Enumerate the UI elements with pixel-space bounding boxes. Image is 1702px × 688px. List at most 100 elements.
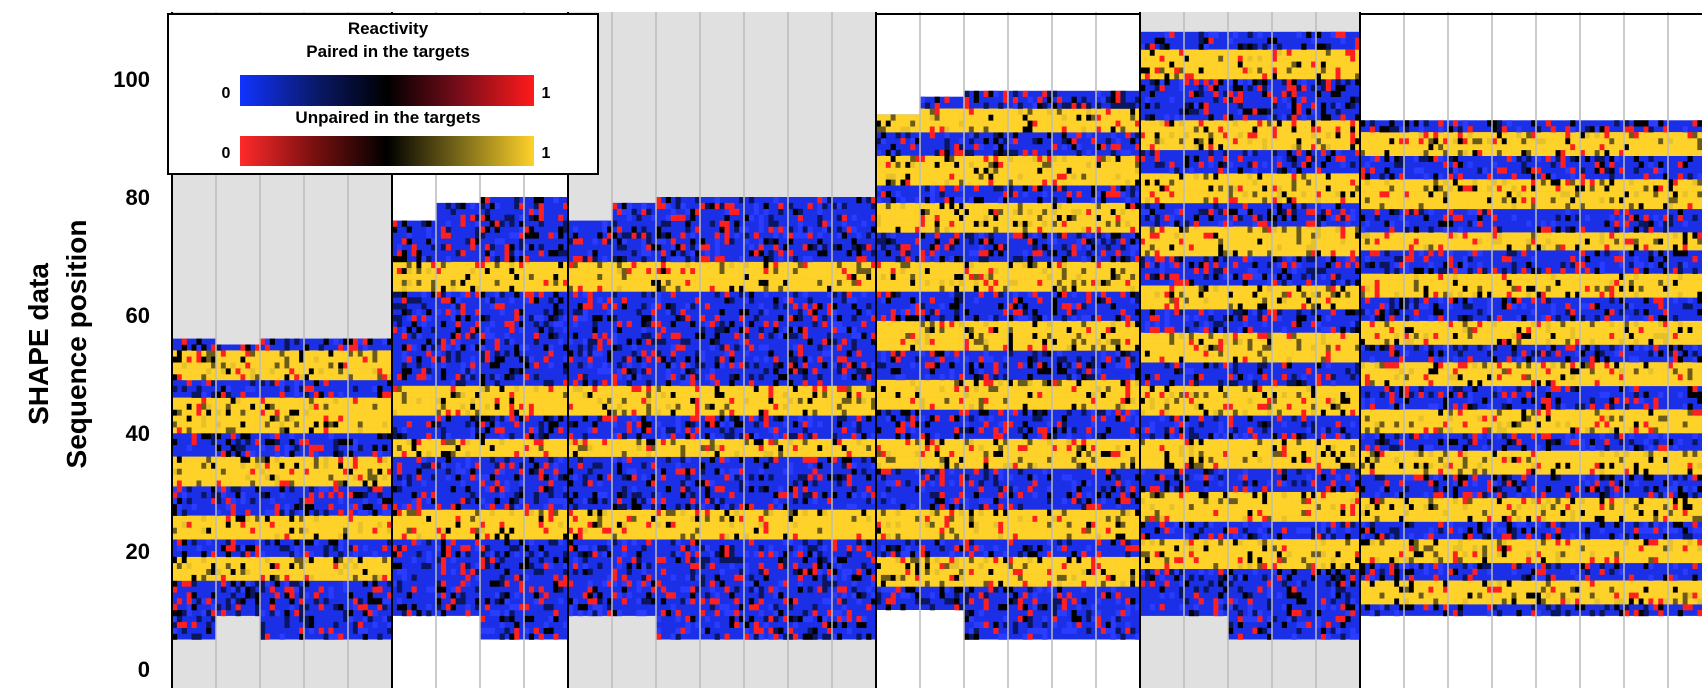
cell-unpaired — [788, 409, 794, 416]
cell-unpaired — [612, 273, 618, 280]
cell-unpaired — [514, 450, 520, 457]
cell-paired — [587, 291, 593, 298]
cell-unpaired — [455, 533, 461, 540]
cell-unpaired — [401, 444, 407, 451]
cell-paired — [729, 474, 735, 481]
cell-paired — [729, 320, 735, 328]
cell-unpaired — [514, 285, 520, 292]
cell-paired — [313, 379, 319, 387]
cell-unpaired — [284, 562, 290, 569]
cell-unpaired — [773, 279, 779, 286]
cell-paired — [646, 244, 652, 251]
cell-unpaired — [577, 267, 583, 274]
cell-unpaired — [338, 427, 344, 434]
cell-paired — [734, 220, 740, 227]
cell-unpaired — [372, 480, 378, 487]
cell-unpaired — [357, 574, 363, 581]
cell-unpaired — [597, 444, 603, 451]
cell-paired — [748, 633, 755, 640]
cell-paired — [362, 627, 368, 634]
cell-unpaired — [396, 527, 403, 534]
cell-paired — [690, 468, 696, 475]
cell-unpaired — [172, 403, 178, 410]
cell-unpaired — [714, 438, 720, 446]
cell-unpaired — [362, 456, 368, 463]
cell-unpaired — [323, 456, 329, 463]
cell-unpaired — [470, 403, 476, 410]
cell-unpaired — [323, 409, 329, 416]
cell-unpaired — [343, 480, 349, 487]
cell-paired — [758, 545, 764, 552]
cell-unpaired — [245, 515, 251, 522]
cell-paired — [709, 456, 715, 463]
cell-paired — [499, 556, 505, 564]
cell-unpaired — [519, 261, 525, 269]
cell-paired — [783, 468, 789, 475]
cell-unpaired — [470, 285, 476, 292]
cell-paired — [484, 627, 491, 634]
cell-paired — [558, 232, 564, 239]
cell-paired — [436, 604, 442, 611]
cell-paired — [524, 362, 530, 369]
cell-paired — [181, 580, 187, 587]
cell-paired — [299, 610, 305, 617]
cell-paired — [475, 232, 481, 239]
cell-paired — [778, 202, 784, 210]
cell-unpaired — [626, 444, 632, 451]
cell-paired — [646, 250, 652, 257]
cell-unpaired — [289, 374, 295, 381]
cell-unpaired — [470, 385, 476, 392]
cell-unpaired — [514, 527, 520, 534]
cell-paired — [592, 545, 598, 552]
cell-unpaired — [426, 285, 432, 292]
cell-paired — [524, 615, 530, 623]
cell-unpaired — [216, 356, 222, 363]
cell-unpaired — [475, 403, 481, 410]
cell-paired — [704, 374, 711, 381]
cell-unpaired — [304, 468, 310, 475]
cell-paired — [797, 574, 803, 581]
cell-unpaired — [328, 456, 334, 463]
cell-unpaired — [416, 409, 422, 416]
cell-unpaired — [387, 468, 393, 475]
cell-paired — [568, 468, 574, 475]
cell-paired — [284, 450, 290, 457]
cell-paired — [602, 545, 608, 552]
cell-unpaired — [396, 267, 403, 274]
cell-unpaired — [763, 527, 769, 534]
cell-paired — [426, 556, 432, 564]
cell-unpaired — [626, 527, 632, 534]
cell-unpaired — [670, 515, 676, 522]
cell-unpaired — [543, 273, 549, 280]
cell-unpaired — [294, 456, 300, 463]
cell-paired — [621, 297, 627, 304]
cell-paired — [660, 610, 667, 617]
cell-unpaired — [308, 350, 315, 357]
cell-paired — [641, 574, 647, 581]
cell-unpaired — [778, 267, 784, 274]
cell-paired — [357, 604, 363, 611]
cell-unpaired — [201, 415, 207, 422]
cell-unpaired — [299, 556, 305, 564]
cell-paired — [480, 433, 486, 440]
cell-unpaired — [181, 480, 187, 487]
cell-unpaired — [817, 509, 823, 516]
cell-paired — [704, 256, 711, 263]
cell-unpaired — [656, 509, 662, 516]
cell-paired — [328, 633, 334, 640]
cell-unpaired — [240, 521, 246, 528]
cell-paired — [255, 545, 261, 552]
cell-unpaired — [484, 391, 491, 398]
cell-paired — [548, 362, 554, 369]
cell-unpaired — [240, 374, 246, 381]
cell-unpaired — [196, 415, 202, 422]
cell-paired — [396, 244, 403, 251]
cell-paired — [827, 338, 833, 345]
cell-unpaired — [773, 397, 779, 404]
cell-unpaired — [357, 362, 363, 369]
cell-paired — [533, 214, 539, 221]
cell-paired — [587, 568, 593, 575]
cell-paired — [230, 486, 236, 493]
cell-unpaired — [426, 533, 432, 540]
cell-unpaired — [455, 509, 461, 516]
